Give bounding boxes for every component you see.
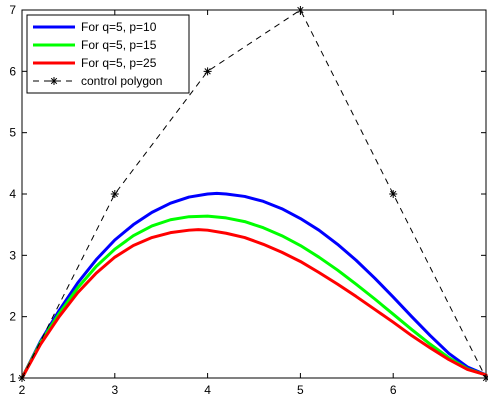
series-layer [18,6,488,382]
x-tick-label: 2 [19,383,26,397]
y-tick-label: 6 [9,64,16,78]
series-line-1 [20,191,488,380]
control-point-marker [110,190,119,198]
legend-label: control polygon [81,74,162,88]
y-tick-label: 1 [9,371,16,385]
control-point-marker [296,6,305,14]
y-tick-label: 7 [9,3,16,17]
legend-label: For q=5, p=15 [81,38,157,52]
control-point-marker [389,190,398,198]
x-tick-label: 5 [297,383,304,397]
control-point-marker [18,374,26,382]
x-tick-label: 3 [111,383,118,397]
control-point-marker [203,67,212,76]
legend-label: For q=5, p=10 [81,20,157,34]
control-point-marker [482,374,488,382]
legend-label: For q=5, p=25 [81,56,157,70]
series-line-2 [20,214,488,380]
y-tick-label: 5 [9,126,16,140]
legend: For q=5, p=10 For q=5, p=15 For q=5, p=25 c… [26,14,190,94]
x-tick-label: 6 [390,383,397,397]
y-tick-label: 3 [9,248,16,262]
y-tick-label: 2 [9,310,16,324]
series-line-3 [20,228,488,380]
x-tick-label: 4 [204,383,211,397]
y-tick-label: 4 [9,187,16,201]
legend-marker-star [50,77,58,85]
x-axis: 2 3 4 5 6 [19,10,397,397]
